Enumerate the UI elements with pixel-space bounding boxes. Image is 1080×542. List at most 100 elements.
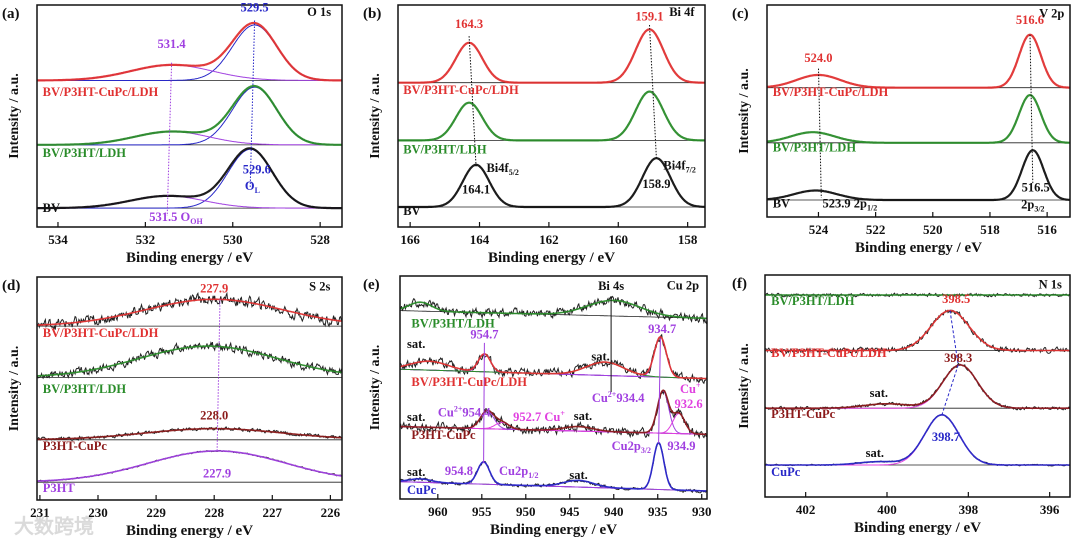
annotation-label: CuPc [407,483,437,497]
x-tick-label: 960 [428,504,448,519]
x-tick-label: 955 [472,504,492,519]
x-tick-label: 166 [400,232,420,247]
label-text: Bi4f [663,158,686,172]
fit-envelope-BV/P3HT-CuPc/LDH [37,21,342,82]
fit-envelope-BV/P3HT/LDH [37,345,342,377]
x-tick-label: 530 [223,232,243,247]
label-text: 934.7 [648,322,676,336]
y-axis-title: Intensity / a.u. [737,68,752,154]
x-tick-label: 518 [980,222,1000,237]
label-subscript: 1/2 [528,471,538,480]
annotation-label: BV/P3HT-CuPc/LDH [771,346,887,360]
label-text: P3HT-CuPc [43,439,108,453]
panel-b: 166 164 162 160 158 Binding energy / eV Intens… [363,4,706,266]
annotation-label: Cu2p3/2 [612,439,651,455]
plot-frame [36,4,343,228]
y-axis-title: Intensity / a.u. [7,73,22,159]
label-superscript: 2+ [608,390,617,399]
label-text: sat. [591,350,609,364]
annotation-label: 164.3 [455,17,483,31]
annotation-label: P3HT-CuPc [411,428,476,442]
x-tick-label: 400 [877,502,897,517]
panel-letter: (c) [732,6,749,22]
label-text: 932.6 [674,397,702,411]
label-text: BV/P3HT/LDH [771,294,855,308]
label-subscript: 7/2 [686,165,696,174]
plot-area [37,291,342,483]
x-tick-label: 396 [1040,502,1060,517]
annotation-label: 934.7 [648,322,676,336]
annotation-label: 227.9 [200,282,228,296]
label-text: Bi 4s [598,279,624,293]
annotation-label: sat. [407,410,425,424]
label-text: 529.5 [241,1,269,15]
x-tick-label: 398 [959,502,979,517]
panel-d: 231 230 229 228 227 226 Binding energy / eV Int… [2,276,343,539]
fit-envelope-BV/P3HT-CuPc/LDH [398,28,705,84]
annotation-label: Cu2+934.4 [592,390,645,405]
label-text: Cu 2p [667,278,699,292]
label-text: 159.1 [635,10,663,24]
fit-envelope-BV/P3HT/LDH [37,84,342,146]
annotation-label: BV/P3HT-CuPc/LDH [411,375,527,389]
label-text: 934.9 [667,439,695,453]
panel-letter: (b) [363,6,381,22]
x-tick-label: 516 [1037,222,1057,237]
label-text: BV/P3HT/LDH [403,143,487,157]
label-subscript: 1/2 [867,203,877,212]
annotation-label: 934.9 [667,439,695,453]
annotation-label: P3HT-CuPc [771,407,836,421]
label-superscript: + [560,409,565,418]
label-text: 954.8 [445,464,473,478]
guide-line [941,310,959,416]
panel-letter: (e) [363,277,380,293]
annotation-label: 523.9 2p1/2 [823,196,878,212]
annotation-label: BV/P3HT-CuPc/LDH [43,85,159,99]
y-axis-title: Intensity / a.u. [368,345,383,431]
x-axis-title: Binding energy / eV [126,523,253,539]
label-text: BV/P3HT-CuPc/LDH [43,85,159,99]
annotation-label: BV [403,204,420,218]
annotation-label: Cu2+954.4 [438,404,491,419]
annotation-label: sat. [866,446,884,460]
annotation-label: Bi4f7/2 [663,158,695,174]
panel-letter: (a) [2,6,20,22]
y-axis-title: Intensity / a.u. [368,73,383,159]
annotation-label: N 1s [1039,277,1062,291]
label-text: 524.0 [804,51,832,65]
guide-line [166,62,173,216]
label-text: sat. [407,465,425,479]
annotation-label: 164.1 [462,183,490,197]
fit-component-934.7 [400,336,707,380]
label-text: P3HT [43,481,76,495]
annotation-label: BV [43,201,60,215]
label-text: 164.1 [462,183,490,197]
label-subscript: OH [190,217,203,226]
plot-area [765,292,1070,467]
raw-spectrum-BV/P3HT/LDH [37,341,342,380]
panel-c: 524 522 520 518 516 Binding energy / eV Intens… [732,4,1071,256]
fit-envelope-P3HT [37,450,342,482]
annotation-label: 2p3/2 [1021,198,1044,214]
annotation-label: OL [245,179,260,195]
x-axis-title: Binding energy / eV [855,240,982,256]
plot-frame [36,276,343,501]
annotation-label: 398.5 [942,292,970,306]
raw-spectrum-P3HT-CuPc [765,362,1070,411]
annotation-label: Cu2p1/2 [499,464,538,480]
annotation-label: 516.5 [1022,181,1050,195]
fit-envelope-BV/P3HT-CuPc/LDH [765,309,1070,352]
label-text: Cu2p [499,464,528,478]
x-tick-label: 930 [692,504,712,519]
annotation-label: Bi 4s [598,279,624,293]
guide-line [818,68,822,198]
label-text: sat. [569,468,587,482]
fit-envelope-CuPc [400,441,707,492]
label-text: Cu2p [612,439,641,453]
annotation-label: 952.7 Cu+ [513,409,565,424]
fit-envelope-BV/P3HT/LDH [767,93,1070,144]
label-text: BV/P3HT/LDH [773,140,857,154]
fit-component-529.5 [37,24,342,81]
label-text: Bi4f [486,161,509,175]
label-text: BV/P3HT-CuPc/LDH [773,85,889,99]
